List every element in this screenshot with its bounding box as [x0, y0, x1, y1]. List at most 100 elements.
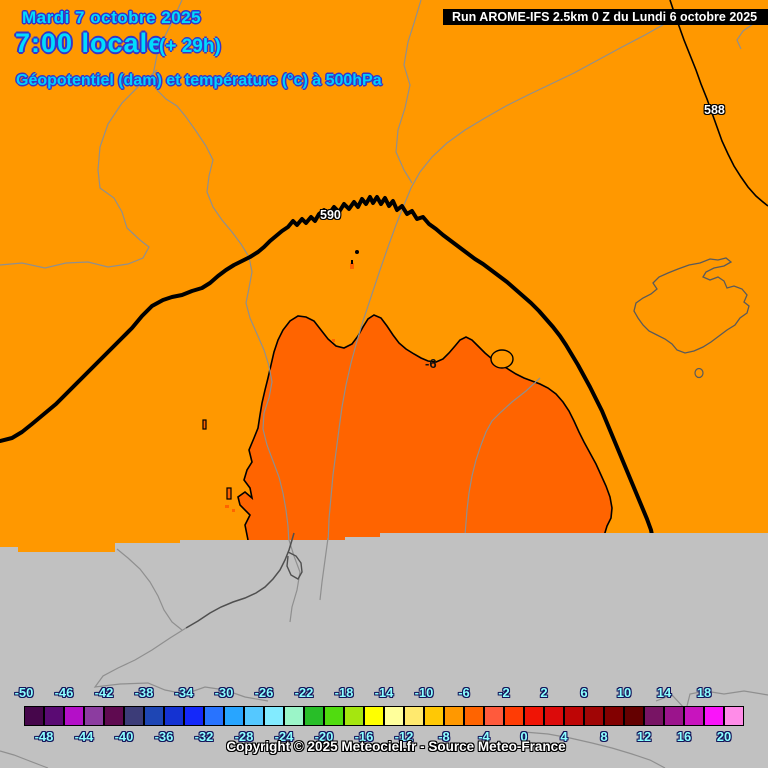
- scale-label: 20: [716, 729, 732, 744]
- scale-cell: [384, 706, 404, 726]
- scale-label: 10: [616, 685, 632, 700]
- scale-cell: [64, 706, 84, 726]
- scale-label: -42: [94, 685, 114, 700]
- scale-cell: [724, 706, 744, 726]
- region-border: [464, 377, 541, 536]
- contour-line-588: [669, 0, 768, 207]
- scale-label: -26: [254, 685, 274, 700]
- region-border: [395, 0, 422, 184]
- scale-cell: [464, 706, 484, 726]
- mallorca-island: [633, 257, 750, 354]
- scale-cell: [564, 706, 584, 726]
- country-border: [0, 69, 158, 269]
- country-border: [327, 21, 669, 546]
- scale-label: -50: [14, 685, 34, 700]
- scale-label: 0: [520, 729, 528, 744]
- country-border-gray-zone: [116, 548, 183, 631]
- scale-cell: [264, 706, 284, 726]
- scale-cell: [284, 706, 304, 726]
- scale-cell: [164, 706, 184, 726]
- coastline-gray-zone: [523, 731, 666, 768]
- scale-label: 6: [580, 685, 588, 700]
- scale-label: -6: [458, 685, 470, 700]
- scale-cell: [444, 706, 464, 726]
- contour-label-588: 588: [704, 103, 725, 117]
- scale-label: -46: [54, 685, 74, 700]
- scale-cell: [324, 706, 344, 726]
- coastline: [93, 627, 269, 702]
- scale-cell: [344, 706, 364, 726]
- scale-label: -38: [134, 685, 154, 700]
- scale-label: -8: [438, 729, 450, 744]
- scale-label: -24: [274, 729, 294, 744]
- date-label: Mardi 7 octobre 2025: [22, 8, 202, 27]
- temperature-label-minus6: -6: [425, 356, 437, 371]
- warm-region: [238, 315, 612, 541]
- scale-label: -32: [194, 729, 214, 744]
- contour-label-590: 590: [320, 208, 341, 222]
- parameter-subtitle: Géopotentiel (dam) et température (°c) à…: [16, 72, 382, 89]
- country-border-gray-zone: [319, 537, 329, 601]
- scale-label: 8: [600, 729, 608, 744]
- coastline-lagoon: [286, 551, 303, 580]
- scale-cell: [144, 706, 164, 726]
- scale-cell: [364, 706, 384, 726]
- scale-label: -18: [334, 685, 354, 700]
- warm-speck: [332, 339, 335, 342]
- copyright-notice: Copyright © 2025 Meteociel.fr - Source M…: [226, 739, 566, 754]
- scale-label: -12: [394, 729, 414, 744]
- scale-cell: [584, 706, 604, 726]
- scale-label: 2: [540, 685, 548, 700]
- scale-label: -14: [374, 685, 394, 700]
- scale-label: -40: [114, 729, 134, 744]
- scale-cell: [684, 706, 704, 726]
- coastline-gray-zone: [0, 750, 49, 768]
- scale-cell: [124, 706, 144, 726]
- run-info-banner: Run AROME-IFS 2.5km 0 Z du Lundi 6 octob…: [443, 9, 768, 25]
- scale-cell: [304, 706, 324, 726]
- scale-cell: [224, 706, 244, 726]
- small-island: [226, 487, 232, 500]
- run-info-label: Run AROME-IFS 2.5km 0 Z du Lundi 6 octob…: [452, 10, 758, 24]
- contour-dot: [355, 250, 359, 254]
- coastline-gray-zone: [655, 690, 768, 712]
- scale-label: -44: [74, 729, 94, 744]
- scale-label: 16: [676, 729, 692, 744]
- scale-label: -36: [154, 729, 174, 744]
- warm-speck-mark: [351, 260, 353, 264]
- forecast-offset-label: (+ 29h): [159, 36, 221, 57]
- scale-cell: [524, 706, 544, 726]
- scale-cell: [24, 706, 44, 726]
- scale-label: -34: [174, 685, 194, 700]
- scale-label: -4: [478, 729, 490, 744]
- scale-label: -20: [314, 729, 334, 744]
- country-border-gray-zone: [288, 539, 301, 623]
- scale-label: -48: [34, 729, 54, 744]
- scale-cell: [644, 706, 664, 726]
- scale-label: 4: [560, 729, 568, 744]
- scale-cell: [664, 706, 684, 726]
- cabrera-island: [694, 367, 704, 379]
- scale-label: 14: [656, 685, 672, 700]
- scale-cell: [44, 706, 64, 726]
- scale-cell: [544, 706, 564, 726]
- scale-cell: [504, 706, 524, 726]
- cool-pocket: [490, 349, 514, 369]
- scale-cell: [204, 706, 224, 726]
- scale-label: -30: [214, 685, 234, 700]
- scale-cell: [84, 706, 104, 726]
- scale-label: -10: [414, 685, 434, 700]
- scale-cell: [604, 706, 624, 726]
- scale-cell: [404, 706, 424, 726]
- valid-time-label: 7:00 locale: [15, 28, 165, 58]
- scale-label: -16: [354, 729, 374, 744]
- scale-label: -22: [294, 685, 314, 700]
- scale-label: -28: [234, 729, 254, 744]
- small-island: [232, 509, 235, 512]
- scale-cell: [104, 706, 124, 726]
- small-island: [225, 505, 229, 508]
- scale-label: -2: [498, 685, 510, 700]
- warm-region-outline: [237, 314, 613, 541]
